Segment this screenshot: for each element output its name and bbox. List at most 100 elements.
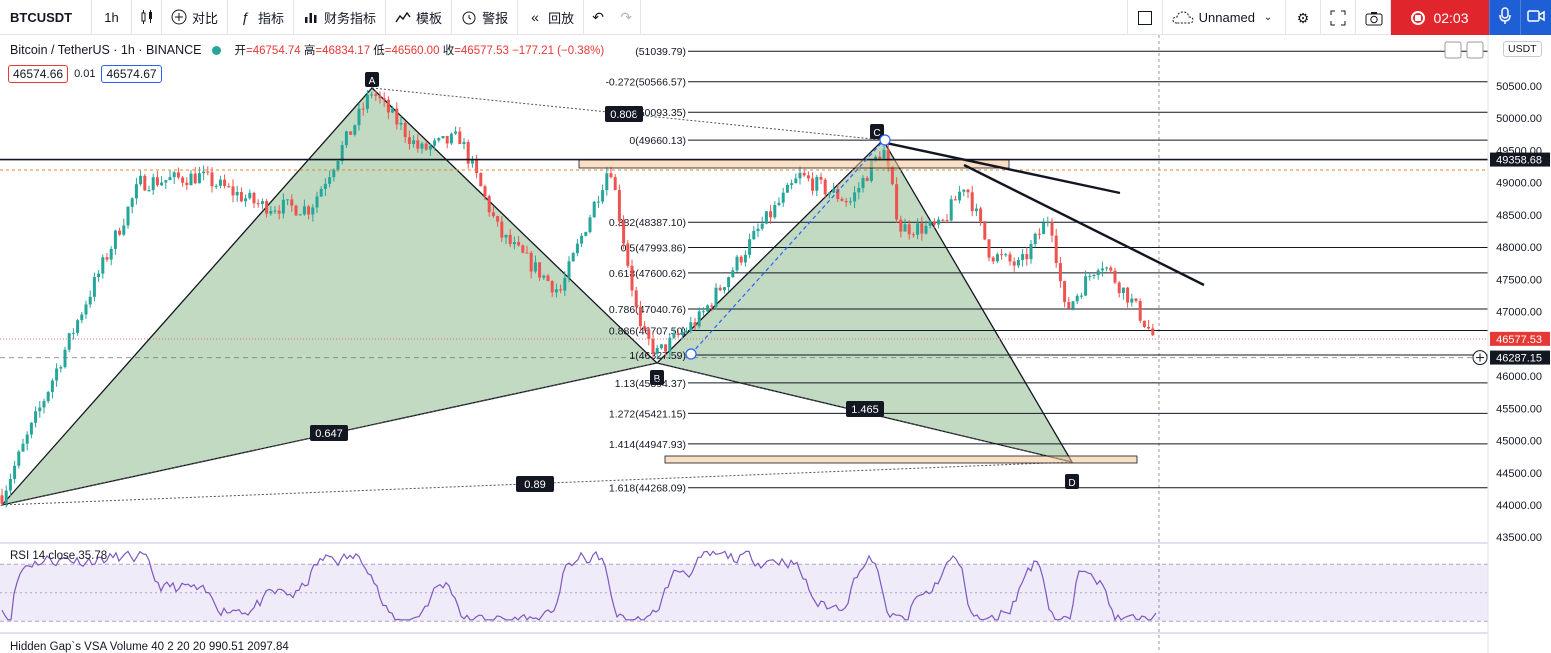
candle-body: [563, 278, 567, 291]
price-marker-box: [1490, 350, 1550, 365]
candle-body: [760, 223, 764, 229]
candle-body: [958, 191, 962, 201]
candle-body: [42, 401, 46, 408]
candle-body: [844, 200, 848, 203]
candle-body: [1151, 328, 1155, 336]
interval-label: 1h: [104, 9, 119, 25]
candle-body: [731, 270, 735, 278]
financials-button[interactable]: 财务指标: [294, 0, 387, 35]
low-value: =46560.00: [384, 45, 440, 57]
buy-sell-panel: 46574.66 0.01 46574.67: [8, 65, 162, 83]
undo-button[interactable]: ↶: [584, 0, 612, 35]
candle-body: [34, 411, 38, 423]
candle-body: [147, 190, 151, 192]
candle-body: [945, 220, 949, 222]
candle-body: [1008, 254, 1012, 262]
candle-body: [1075, 295, 1079, 302]
currency-badge[interactable]: USDT: [1503, 41, 1542, 57]
demand-zone: [664, 455, 1138, 464]
snapshot-button[interactable]: [1356, 0, 1391, 35]
price-tick-label: 50000.00: [1496, 113, 1542, 125]
interval-button[interactable]: 1h: [92, 0, 132, 35]
fib-level-label: 1.272(45421.15): [609, 408, 686, 420]
scroll-down-icon: [1444, 41, 1462, 59]
candle-body: [941, 219, 945, 221]
candle-body: [386, 99, 390, 113]
buy-button[interactable]: 46574.67: [101, 65, 162, 83]
candle-body: [1105, 267, 1109, 269]
candle-body: [991, 257, 995, 262]
candle-body: [626, 243, 630, 266]
fullscreen-button[interactable]: [1321, 0, 1356, 35]
price-tick-label: 50500.00: [1496, 81, 1542, 93]
record-button[interactable]: 02:03: [1391, 0, 1489, 35]
candle-body: [680, 331, 684, 335]
fib-level-label: (51039.79): [635, 46, 686, 58]
candle-body: [659, 344, 663, 349]
vsa-legend[interactable]: Hidden Gap`s VSA Volume 40 2 20 20 990.5…: [10, 641, 289, 653]
candle-body: [378, 95, 382, 99]
rsi-legend[interactable]: RSI 14 close 35.78: [10, 550, 108, 562]
sell-button[interactable]: 46574.66: [8, 65, 69, 83]
layout-name-button[interactable]: Unnamed ⌄: [1163, 0, 1286, 35]
candle-body: [332, 169, 336, 178]
indicators-button[interactable]: ƒ 指标: [228, 0, 295, 35]
candle-body: [1121, 287, 1125, 294]
candle-body: [1084, 276, 1088, 296]
candle-body: [701, 311, 705, 313]
fib-level-label: (50093.35): [635, 107, 686, 119]
compare-label: 对比: [192, 10, 219, 26]
redo-button[interactable]: ↷: [612, 0, 642, 35]
candle-body: [823, 179, 827, 195]
camera-record-button[interactable]: [1520, 0, 1551, 35]
candle-body: [391, 108, 395, 113]
candle-body: [176, 172, 180, 178]
templates-button[interactable]: 模板: [386, 0, 453, 35]
candle-body: [777, 202, 781, 205]
pattern-ratio-label: 1.465: [851, 404, 879, 416]
candle-body: [739, 256, 743, 263]
symbol-search[interactable]: BTCUSDT: [0, 0, 92, 35]
candle-body: [781, 192, 785, 203]
chart-type-button[interactable]: [132, 0, 162, 35]
main-chart[interactable]: A B C D 0.808 0.647 1.465 0.89 (51039.79) -0.272…: [0, 35, 1551, 653]
candle-body: [265, 201, 269, 214]
undo-icon: ↶: [592, 9, 604, 25]
candle-body: [1142, 320, 1146, 327]
alert-button[interactable]: 警报: [452, 0, 519, 35]
candle-body: [4, 490, 8, 504]
candle-body: [269, 210, 273, 214]
price-marker-box: [1490, 152, 1550, 167]
candle-body: [764, 211, 768, 224]
candle-body: [571, 253, 575, 262]
candle-body: [67, 333, 71, 350]
candle-body: [76, 320, 80, 333]
candle-body: [185, 182, 189, 186]
plus-circle-icon: [171, 9, 187, 25]
candle-body: [806, 175, 810, 179]
candle-body: [113, 230, 117, 249]
compare-button[interactable]: 对比: [162, 0, 229, 35]
microphone-button[interactable]: [1489, 0, 1520, 35]
anchor-handle: [879, 134, 891, 146]
fullscreen-icon: [1330, 10, 1346, 26]
candle-body: [1079, 295, 1083, 297]
settings-button[interactable]: ⚙: [1286, 0, 1321, 35]
replay-button[interactable]: « 回放: [518, 0, 585, 35]
open-value: =46754.74: [246, 45, 301, 57]
candle-body: [559, 289, 563, 291]
candle-body: [1130, 298, 1134, 303]
candle-body: [437, 138, 441, 141]
candle-body: [517, 242, 521, 246]
layout-toggle-button[interactable]: [1126, 0, 1163, 35]
candle-body: [21, 443, 25, 452]
candle-body: [50, 380, 54, 392]
toolbar-right: Unnamed ⌄ ⚙ 02:03: [1126, 0, 1551, 35]
record-time: 02:03: [1433, 9, 1469, 26]
candle-body: [857, 188, 861, 193]
candle-body: [647, 329, 651, 340]
candle-body: [370, 94, 374, 96]
candle-body: [668, 337, 672, 352]
candle-body: [1096, 270, 1100, 275]
price-marker-label: 49358.68: [1496, 155, 1542, 167]
